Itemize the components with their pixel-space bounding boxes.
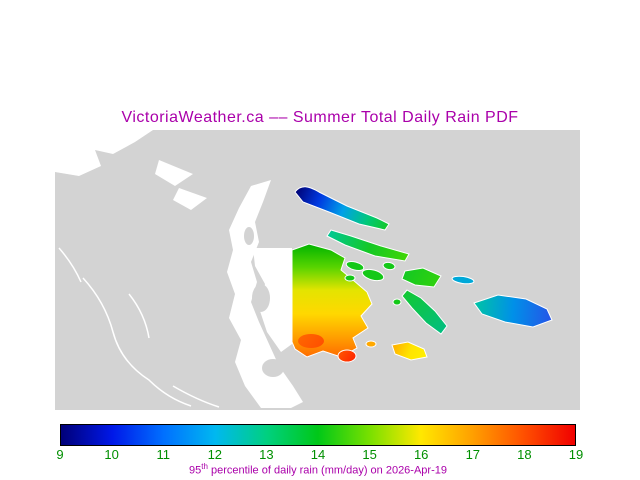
islet-yellow-small bbox=[365, 340, 377, 348]
islet-red bbox=[337, 349, 357, 363]
caption-superscript: th bbox=[201, 462, 208, 471]
coastline-squiggle-2 bbox=[128, 293, 150, 339]
colorbar-ticks: 9 10 11 12 13 14 15 16 17 18 19 bbox=[56, 447, 583, 462]
saltspring-hotspot bbox=[298, 334, 324, 348]
islet-cyan bbox=[451, 275, 475, 285]
weather-map bbox=[55, 130, 580, 410]
land-islet-b bbox=[173, 188, 207, 210]
islet-green bbox=[382, 261, 396, 271]
colorbar-tick: 13 bbox=[259, 447, 274, 462]
colorbar-tick: 10 bbox=[104, 447, 119, 462]
colorbar-caption: 95th percentile of daily rain (mm/day) o… bbox=[60, 462, 576, 477]
coastline-squiggle-4 bbox=[58, 247, 82, 283]
caption-rest: percentile of daily rain (mm/day) on 202… bbox=[207, 464, 447, 477]
page-title: VictoriaWeather.ca –– Summer Total Daily… bbox=[121, 109, 519, 126]
islet-green bbox=[345, 260, 365, 272]
colorbar-tick: 19 bbox=[568, 447, 584, 462]
colorbar-tick: 16 bbox=[413, 447, 429, 462]
colorbar-tick: 17 bbox=[465, 447, 481, 462]
colorbar-tick: 18 bbox=[517, 447, 532, 462]
coastline-squiggle-1 bbox=[82, 277, 192, 407]
land-central-bulge bbox=[253, 248, 292, 352]
channel-islet-b bbox=[262, 359, 284, 377]
caption-base: 95 bbox=[189, 464, 202, 477]
colorbar-gradient bbox=[60, 424, 576, 446]
channel-islet-c bbox=[244, 227, 254, 245]
island-pender bbox=[401, 289, 448, 335]
coastline-squiggle-3 bbox=[172, 385, 220, 408]
island-chain-green bbox=[326, 229, 410, 262]
island-saltspring bbox=[291, 243, 373, 358]
island-mayne bbox=[401, 267, 442, 288]
islet-green bbox=[344, 274, 356, 282]
islet-green-small bbox=[392, 298, 402, 306]
island-yellow bbox=[391, 341, 428, 361]
land-top-left-corner bbox=[55, 130, 153, 176]
land-islet-a bbox=[155, 160, 193, 186]
island-saturna bbox=[473, 294, 553, 328]
colorbar-tick: 15 bbox=[362, 447, 377, 462]
colorbar-tick: 9 bbox=[56, 447, 64, 462]
colorbar-tick: 12 bbox=[207, 447, 223, 462]
island-north-blue bbox=[294, 186, 390, 231]
colorbar-tick: 11 bbox=[156, 447, 170, 462]
islet-green bbox=[361, 268, 385, 282]
channel-islet-a bbox=[252, 284, 270, 312]
colorbar-tick: 14 bbox=[310, 447, 326, 462]
